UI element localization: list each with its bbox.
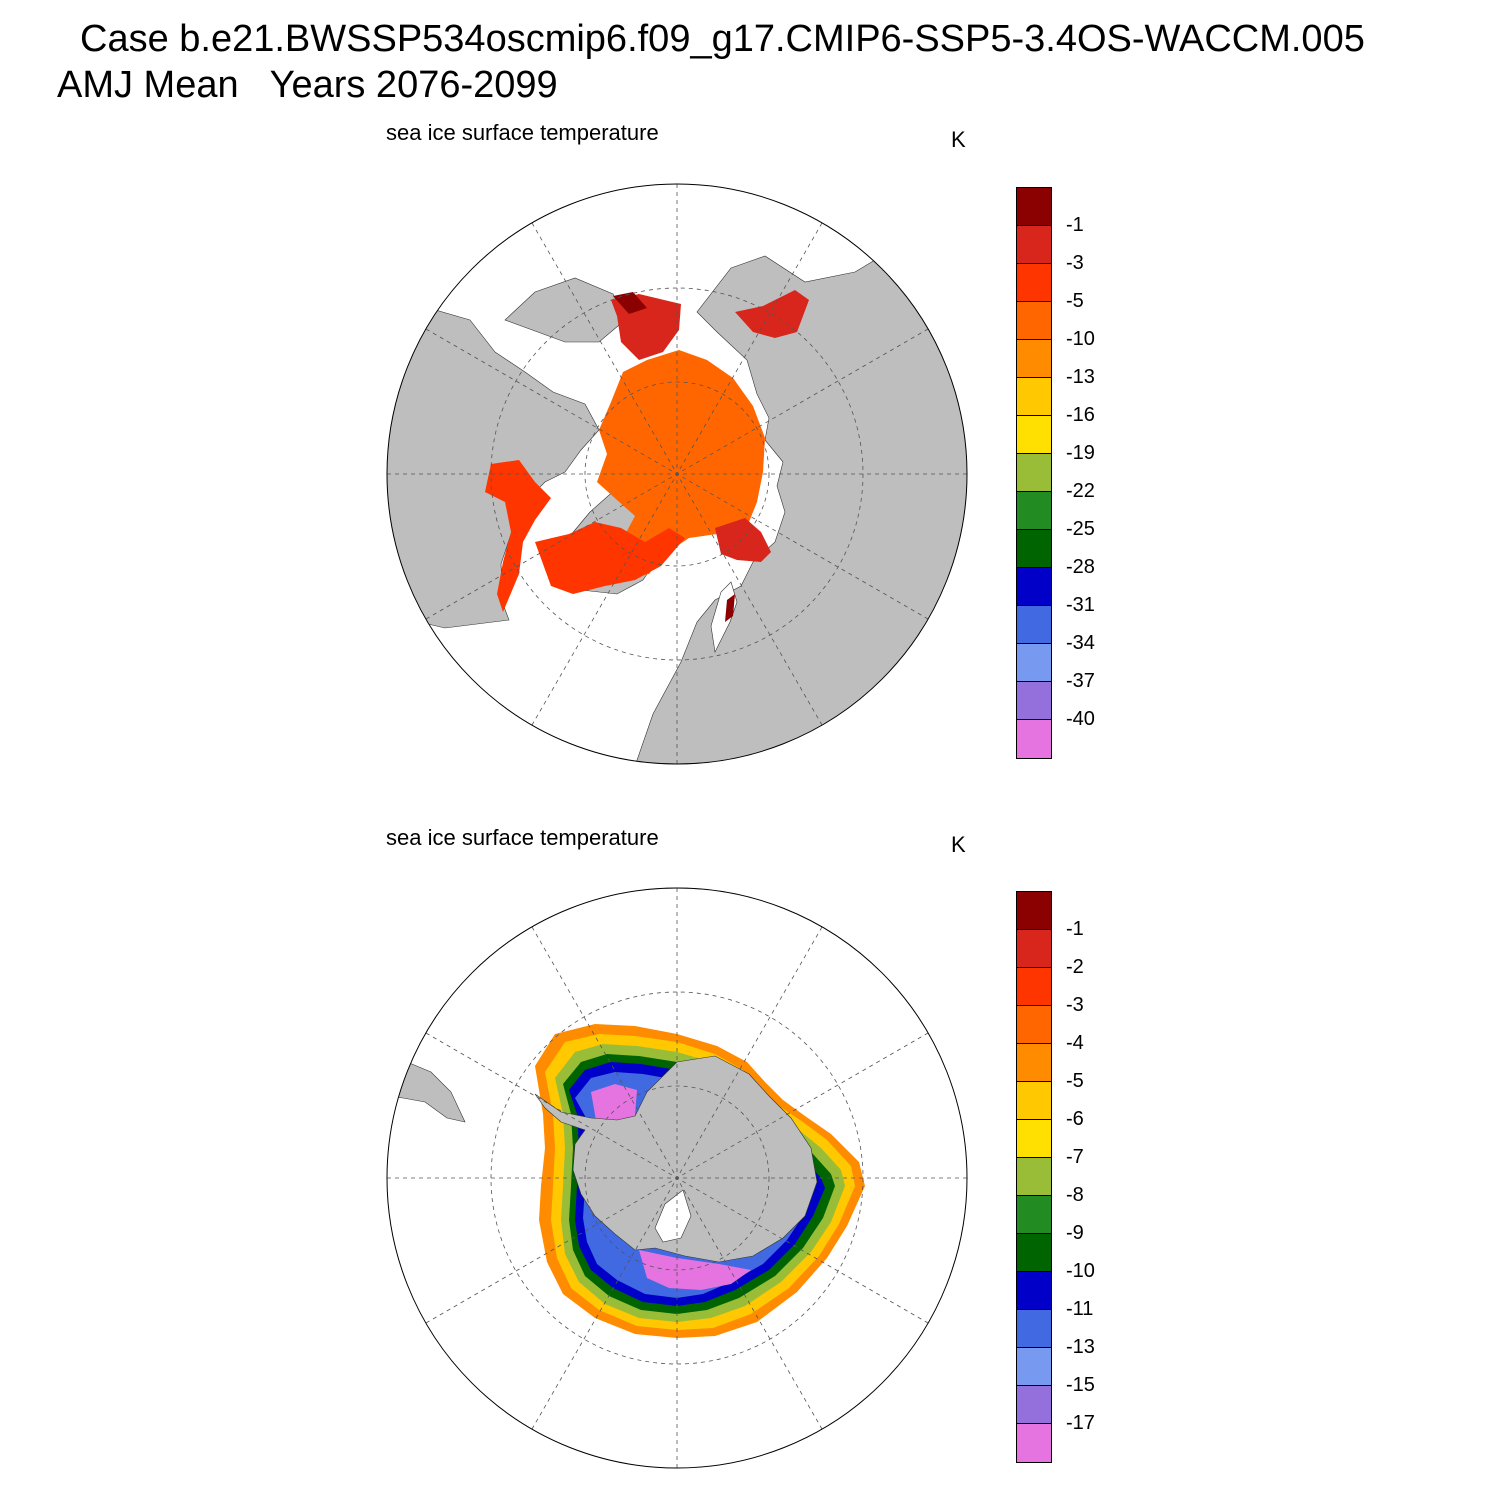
- north-colorbar-label: -31: [1066, 594, 1095, 616]
- okhotsk-sea-ice: [735, 290, 809, 338]
- south-colorbar-label: -11: [1066, 1298, 1094, 1320]
- north-colorbar-swatch: [1016, 491, 1052, 531]
- south-colorbar-swatch: [1016, 1347, 1052, 1387]
- south-colorbar-label: -2: [1066, 956, 1084, 978]
- south-colorbar-label: -8: [1066, 1184, 1084, 1206]
- south-colorbar-swatch: [1016, 1385, 1052, 1425]
- south-colorbar-label: -10: [1066, 1260, 1095, 1282]
- north-colorbar-swatch: [1016, 681, 1052, 721]
- north-colorbar-label: -25: [1066, 518, 1095, 540]
- north-colorbar-swatch: [1016, 719, 1052, 759]
- figure-title-period: AMJ Mean Years 2076-2099: [57, 64, 558, 106]
- south-polar-map: [386, 887, 968, 1469]
- south-colorbar-swatch: [1016, 1043, 1052, 1083]
- south-colorbar-label: -13: [1066, 1336, 1095, 1358]
- south-colorbar-swatch: [1016, 891, 1052, 931]
- ross-sea-cold-ice: [639, 1250, 751, 1290]
- north-colorbar-swatch: [1016, 263, 1052, 303]
- north-colorbar-swatch: [1016, 529, 1052, 569]
- south-colorbar-label: -7: [1066, 1146, 1084, 1168]
- north-panel-unit: K: [951, 127, 966, 152]
- north-colorbar-swatch: [1016, 377, 1052, 417]
- south-colorbar-label: -1: [1066, 918, 1084, 940]
- kara-sea-ice: [715, 518, 771, 562]
- north-colorbar-label: -1: [1066, 214, 1084, 236]
- south-panel-unit: K: [951, 832, 966, 857]
- south-colorbar-swatch: [1016, 1195, 1052, 1235]
- south-panel-title: sea ice surface temperature: [386, 825, 659, 850]
- north-colorbar-label: -40: [1066, 708, 1095, 730]
- antarctica-land: [534, 1055, 818, 1263]
- baffin-bay-ice: [485, 460, 551, 612]
- north-colorbar-label: -10: [1066, 328, 1095, 350]
- bering-strait-warm-ice: [613, 292, 647, 314]
- north-polar-map: [386, 183, 968, 765]
- north-colorbar-swatch: [1016, 187, 1052, 227]
- north-panel-title: sea ice surface temperature: [386, 120, 659, 145]
- north-colorbar-swatch: [1016, 605, 1052, 645]
- north-map-border: [386, 183, 968, 765]
- south-colorbar-swatch: [1016, 929, 1052, 969]
- north-colorbar-label: -13: [1066, 366, 1095, 388]
- north-colorbar-label: -5: [1066, 290, 1084, 312]
- south-colorbar-swatch: [1016, 1423, 1052, 1463]
- north-colorbar-swatch: [1016, 453, 1052, 493]
- south-colorbar-swatch: [1016, 1309, 1052, 1349]
- north-colorbar-label: -3: [1066, 252, 1084, 274]
- south-map-border: [386, 887, 968, 1469]
- ross-ice-shelf: [654, 1189, 692, 1243]
- south-colorbar-label: -9: [1066, 1222, 1084, 1244]
- south-colorbar-swatch: [1016, 1233, 1052, 1273]
- south-colorbar-label: -17: [1066, 1412, 1095, 1434]
- hudson-strait-ice: [535, 522, 685, 594]
- south-colorbar-label: -6: [1066, 1108, 1084, 1130]
- south-colorbar-label: -3: [1066, 994, 1084, 1016]
- south-colorbar-swatch: [1016, 1119, 1052, 1159]
- north-graticule: [387, 184, 967, 764]
- south-colorbar-swatch: [1016, 1005, 1052, 1045]
- south-colorbar-swatch: [1016, 967, 1052, 1007]
- figure-title-case: Case b.e21.BWSSP534oscmip6.f09_g17.CMIP6…: [80, 18, 1365, 60]
- north-colorbar-label: -37: [1066, 670, 1095, 692]
- north-colorbar-label: -19: [1066, 442, 1095, 464]
- south-colorbar-label: -4: [1066, 1032, 1084, 1054]
- south-colorbar-swatch: [1016, 1081, 1052, 1121]
- north-colorbar-swatch: [1016, 415, 1052, 455]
- north-colorbar-swatch: [1016, 301, 1052, 341]
- south-colorbar-label: -15: [1066, 1374, 1095, 1396]
- baltic-sea-ice: [725, 594, 735, 622]
- south-colorbar-swatch: [1016, 1271, 1052, 1311]
- north-colorbar-swatch: [1016, 643, 1052, 683]
- south-colorbar-swatch: [1016, 1157, 1052, 1197]
- north-colorbar-swatch: [1016, 225, 1052, 265]
- north-colorbar-label: -22: [1066, 480, 1095, 502]
- north-colorbar-swatch: [1016, 567, 1052, 607]
- south-colorbar-label: -5: [1066, 1070, 1084, 1092]
- north-colorbar-label: -16: [1066, 404, 1095, 426]
- north-colorbar-label: -34: [1066, 632, 1095, 654]
- north-colorbar-swatch: [1016, 339, 1052, 379]
- arctic-central-ice: [597, 350, 765, 578]
- north-colorbar-label: -28: [1066, 556, 1095, 578]
- south-graticule: [387, 888, 967, 1468]
